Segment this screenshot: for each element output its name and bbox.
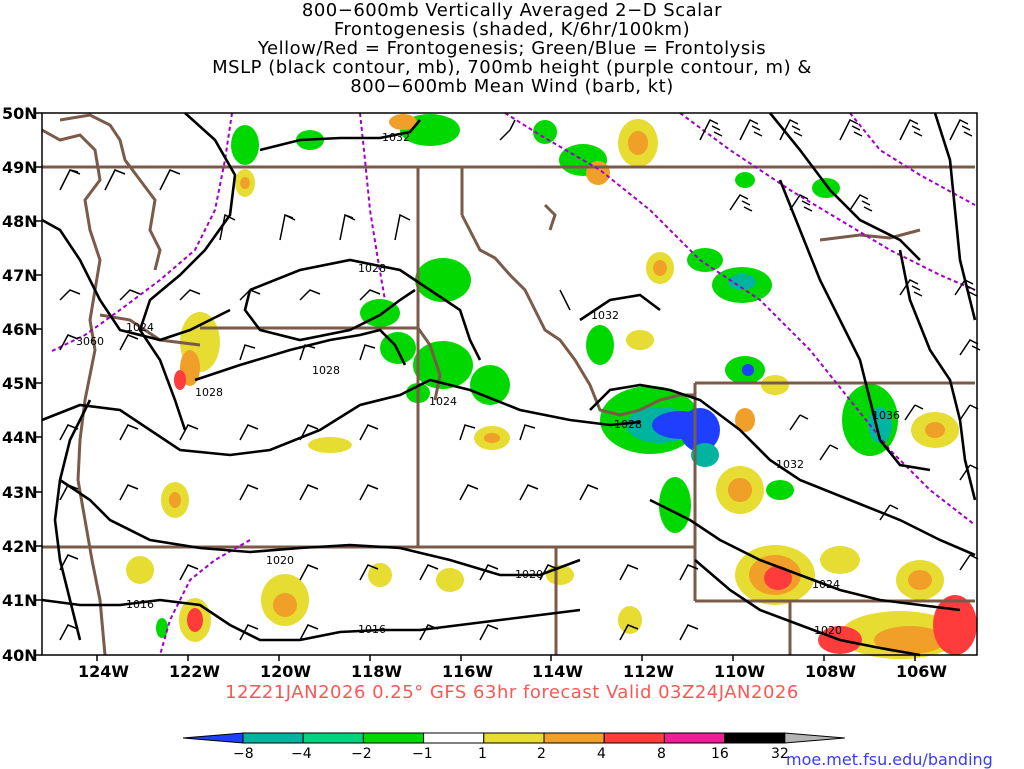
mslp-label: 1028 bbox=[195, 386, 223, 399]
mslp-label: 1024 bbox=[429, 395, 457, 408]
colorbar-label: −2 bbox=[351, 746, 372, 762]
colorbar bbox=[182, 732, 845, 744]
title-line-1: 800−600mb Vertically Averaged 2−D Scalar bbox=[301, 0, 723, 21]
lat-label: 45N bbox=[2, 374, 38, 393]
mslp-label: 1020 bbox=[515, 568, 543, 581]
lon-label: 118W bbox=[351, 662, 403, 681]
mslp-label: 1020 bbox=[814, 624, 842, 637]
lon-label: 110W bbox=[714, 662, 766, 681]
mslp-label: 1024 bbox=[812, 578, 840, 591]
mslp-label: 1020 bbox=[266, 554, 294, 567]
lon-label: 122W bbox=[169, 662, 221, 681]
wind-barbs bbox=[59, 118, 981, 641]
credit-link[interactable]: moe.met.fsu.edu/banding bbox=[786, 750, 993, 769]
lat-label: 49N bbox=[2, 158, 38, 177]
mslp-label: 1016 bbox=[358, 623, 386, 636]
lon-label: 112W bbox=[623, 662, 675, 681]
mslp-label: 1028 bbox=[614, 418, 642, 431]
shading-layer bbox=[126, 114, 977, 659]
contour-labels: 1032 1028 1028 1028 1024 1024 1032 1028 … bbox=[76, 131, 900, 637]
height-label: 3060 bbox=[76, 335, 104, 348]
lat-label: 41N bbox=[2, 591, 38, 610]
lat-label: 42N bbox=[2, 537, 38, 556]
lat-label: 50N bbox=[2, 104, 38, 123]
colorbar-end-high bbox=[784, 732, 845, 744]
colorbar-label: 32 bbox=[771, 746, 789, 762]
title-line-2: Frontogenesis (shaded, K/6hr/100km) bbox=[333, 19, 691, 40]
mslp-label: 1032 bbox=[776, 458, 804, 471]
mslp-label: 1028 bbox=[358, 262, 386, 275]
title-line-5: 800−600mb Mean Wind (barb, kt) bbox=[350, 76, 674, 97]
colorbar-label: −4 bbox=[291, 746, 312, 762]
colorbar-label: 4 bbox=[597, 746, 606, 762]
mslp-label: 1024 bbox=[126, 321, 154, 334]
colorbar-swatch bbox=[663, 732, 726, 744]
colorbar-label: 16 bbox=[711, 746, 729, 762]
map-frame bbox=[41, 112, 978, 656]
colorbar-swatch bbox=[362, 732, 425, 744]
valid-time: 12Z21JAN2026 0.25° GFS 63hr forecast Val… bbox=[225, 682, 799, 703]
colorbar-swatch bbox=[242, 732, 304, 744]
lat-label: 48N bbox=[2, 212, 38, 231]
title-line-4: MSLP (black contour, mb), 700mb height (… bbox=[212, 57, 812, 78]
colorbar-swatch bbox=[423, 732, 485, 744]
lat-label: 46N bbox=[2, 320, 38, 339]
colorbar-end-low bbox=[182, 732, 244, 744]
colorbar-label: 8 bbox=[657, 746, 666, 762]
mslp-label: 1016 bbox=[126, 598, 154, 611]
mslp-label: 1028 bbox=[312, 364, 340, 377]
colorbar-swatch bbox=[543, 732, 605, 744]
lon-label: 124W bbox=[78, 662, 130, 681]
mslp-label: 1032 bbox=[382, 131, 410, 144]
lon-label: 120W bbox=[260, 662, 312, 681]
mslp-label: 1036 bbox=[872, 409, 900, 422]
colorbar-label: −1 bbox=[412, 746, 433, 762]
mslp-contours bbox=[41, 112, 977, 657]
colorbar-label: 1 bbox=[478, 746, 487, 762]
colorbar-label: −8 bbox=[233, 746, 254, 762]
lat-label: 44N bbox=[2, 428, 38, 447]
mslp-label: 1032 bbox=[591, 309, 619, 322]
colorbar-swatch bbox=[483, 732, 545, 744]
height-contours bbox=[49, 112, 976, 656]
colorbar-swatch bbox=[302, 732, 364, 744]
title-line-3: Yellow/Red = Frontogenesis; Green/Blue =… bbox=[257, 38, 767, 59]
colorbar-swatch bbox=[724, 732, 786, 744]
lon-label: 116W bbox=[442, 662, 494, 681]
lat-label: 47N bbox=[2, 266, 38, 285]
lon-label: 114W bbox=[532, 662, 584, 681]
colorbar-swatch bbox=[603, 732, 665, 744]
lon-label: 106W bbox=[896, 662, 948, 681]
lat-label: 40N bbox=[2, 646, 38, 665]
lon-label: 108W bbox=[805, 662, 857, 681]
axis-ticks bbox=[36, 112, 916, 661]
lat-label: 43N bbox=[2, 483, 38, 502]
colorbar-label: 2 bbox=[537, 746, 546, 762]
